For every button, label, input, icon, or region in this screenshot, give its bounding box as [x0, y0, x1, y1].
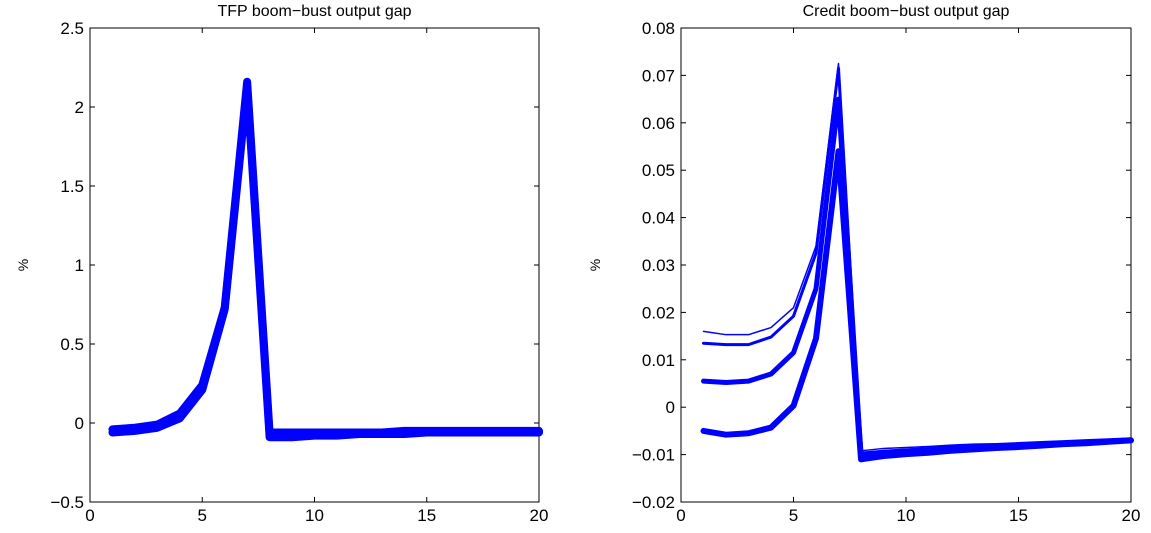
series-line-2	[108, 82, 543, 442]
y-tick-label: 0.04	[642, 209, 675, 228]
y-tick-label: 0.06	[642, 114, 675, 133]
y-tick-label: 2	[75, 98, 84, 117]
chart-title: Credit boom−bust output gap	[803, 3, 1010, 20]
series-lines	[108, 77, 543, 442]
y-tick-label: 1.5	[60, 177, 84, 196]
series-lines	[700, 62, 1134, 463]
y-tick-label: 2.5	[60, 19, 84, 38]
y-axis-label: %	[15, 259, 31, 271]
y-tick-label: 0.01	[642, 351, 675, 370]
y-tick-label: 0.07	[642, 66, 675, 85]
y-tick-label: 0.08	[642, 19, 675, 38]
x-tick-label: 0	[85, 506, 94, 525]
series-line-4	[700, 148, 1134, 463]
y-tick-label: 0.03	[642, 256, 675, 275]
axis-ticks: 0 5 10 15 20 −0.02 −0.01 0 0.01 0.02 0.03 0.04 0.05 0…	[632, 19, 1140, 525]
x-tick-label: 10	[897, 506, 916, 525]
y-tick-label: 1	[75, 256, 84, 275]
x-tick-label: 15	[1009, 506, 1028, 525]
y-tick-label: 0.5	[60, 335, 84, 354]
y-tick-label: −0.02	[632, 493, 675, 512]
axis-ticks: 0 5 10 15 20−0.500.511.522.5	[50, 19, 548, 525]
credit-output-gap-chart: Credit boom−bust output gap % 0 5 10 15 20 −0…	[587, 3, 1140, 525]
y-tick-label: −0.01	[632, 446, 675, 465]
chart-title: TFP boom−bust output gap	[217, 3, 411, 20]
y-tick-label: 0	[75, 414, 84, 433]
y-tick-label: 0.02	[642, 303, 675, 322]
y-tick-label: 0.05	[642, 161, 675, 180]
x-tick-label: 0	[676, 506, 685, 525]
tfp-output-gap-chart: TFP boom−bust output gap % 0 5 10 15 20−0.50…	[15, 3, 548, 525]
x-tick-label: 20	[530, 506, 549, 525]
x-tick-label: 20	[1122, 506, 1141, 525]
x-tick-label: 5	[198, 506, 207, 525]
x-tick-label: 10	[305, 506, 324, 525]
y-tick-label: 0	[666, 398, 675, 417]
x-tick-label: 15	[417, 506, 436, 525]
x-tick-label: 5	[789, 506, 798, 525]
y-tick-label: −0.5	[50, 493, 84, 512]
y-axis-label: %	[587, 259, 603, 271]
